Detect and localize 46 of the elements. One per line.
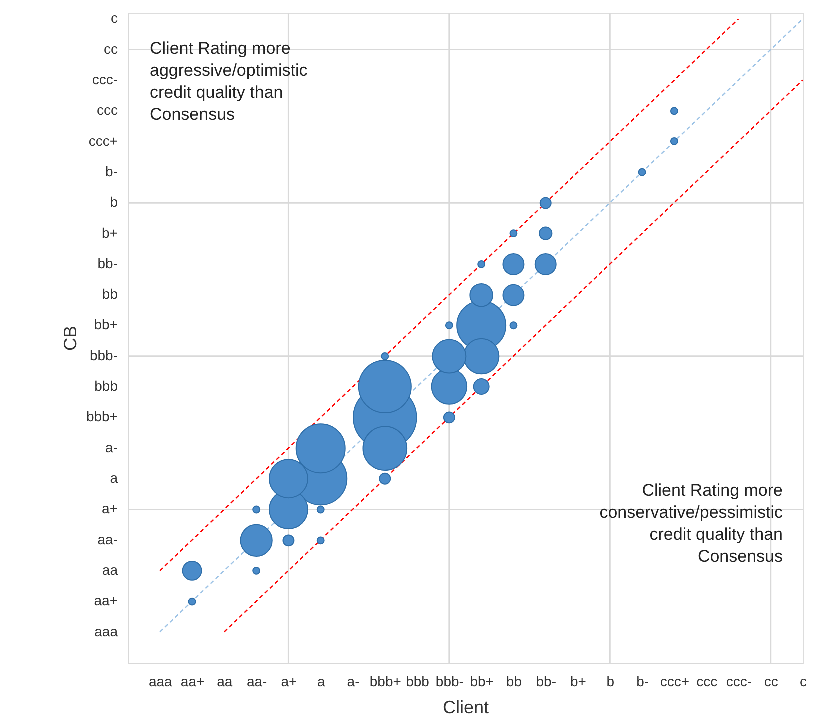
- x-tick-label: a+: [281, 674, 298, 690]
- category-label: aa+: [94, 592, 118, 609]
- category-label: ccc+: [88, 132, 118, 149]
- category-label: bb+: [94, 316, 118, 333]
- category-label: ccc: [97, 102, 118, 118]
- category-label: aa-: [98, 531, 118, 548]
- x-tick-label: a: [317, 674, 326, 690]
- category-label: a: [110, 470, 118, 486]
- x-tick-label: ccc+: [660, 674, 690, 690]
- x-tick-label: bb-: [536, 674, 557, 690]
- x-tick-label: bbb-: [436, 674, 464, 690]
- x-tick-label: aa-: [246, 674, 268, 690]
- x-tick-label: b+: [570, 674, 586, 690]
- category-label: bbb+: [86, 408, 118, 425]
- x-tick-label: bbb: [406, 674, 430, 690]
- x-tick-label: ccc-: [726, 674, 752, 690]
- annotation: Client Rating more conservative/pessimistic credit quality than Consensus: [600, 481, 784, 566]
- category-label: cc: [104, 40, 118, 57]
- x-tick-label: bbb+: [370, 674, 402, 690]
- category-label: aa: [102, 562, 118, 578]
- category-label: bb-: [98, 255, 118, 272]
- annotation: Client Rating more aggressive/optimistic credit quality than Consensus: [150, 39, 308, 124]
- category-label: bbb: [94, 378, 118, 394]
- x-tick-label: bb: [506, 674, 522, 690]
- x-tick-label: ccc: [696, 674, 718, 690]
- x-tick-label: aaa: [148, 674, 173, 690]
- category-label: b+: [102, 224, 118, 241]
- x-tick-label: cc: [764, 674, 778, 690]
- x-tick-label: aa+: [180, 674, 205, 690]
- x-axis-title: Client: [442, 698, 490, 718]
- category-label: aaa: [94, 623, 118, 640]
- x-tick-label: bb+: [470, 674, 494, 690]
- y-axis-title: CB: [60, 326, 80, 352]
- x-tick-label: c: [800, 674, 807, 690]
- category-label: b: [110, 194, 118, 210]
- x-tick-label: aa: [217, 674, 233, 690]
- category-label: b-: [106, 163, 118, 180]
- category-label: a-: [106, 439, 118, 456]
- x-tick-label: b: [606, 674, 615, 690]
- category-label: c: [111, 10, 118, 26]
- category-label: bbb-: [90, 347, 118, 364]
- x-tick-label: b-: [636, 674, 650, 690]
- category-label: a+: [102, 500, 118, 517]
- category-label: ccc-: [92, 71, 118, 88]
- x-tick-label: a-: [347, 674, 360, 690]
- category-label: bb: [102, 286, 118, 302]
